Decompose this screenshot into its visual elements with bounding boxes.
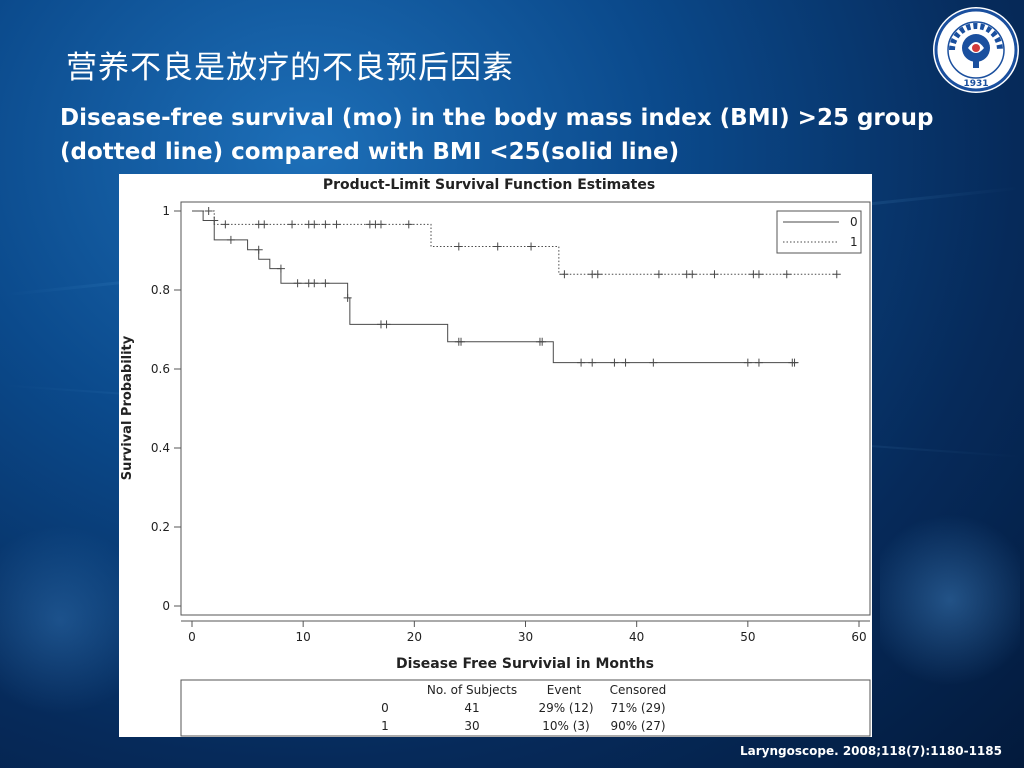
- series-1-censor-mark: [321, 220, 330, 229]
- citation: Laryngoscope. 2008;118(7):1180-1185: [740, 744, 1002, 758]
- table-row-0-event: 29% (12): [538, 701, 593, 715]
- y-tick-label: 0.8: [151, 283, 170, 297]
- series-1-censor-mark: [204, 207, 213, 215]
- x-tick-label: 0: [188, 630, 196, 644]
- series-1-censor-mark: [332, 220, 341, 229]
- series-1-censor-mark: [654, 270, 663, 279]
- y-tick-label: 0.4: [151, 441, 170, 455]
- series-0-censor-mark: [754, 358, 763, 367]
- legend-label-series-0: 0: [850, 215, 858, 229]
- table-row-1-event: 10% (3): [542, 719, 589, 733]
- x-tick-label: 30: [518, 630, 533, 644]
- table-row-1-censored: 90% (27): [610, 719, 665, 733]
- table-row-0-censored: 71% (29): [610, 701, 665, 715]
- table-row-1-group: 1: [381, 719, 389, 733]
- chart-panel: Product-Limit Survival Function Estimate…: [119, 174, 872, 737]
- series-0-censor-mark: [621, 358, 630, 367]
- series-0-censor-mark: [790, 358, 799, 367]
- legend: 0 1: [776, 210, 862, 254]
- x-tick-label: 10: [296, 630, 311, 644]
- series-0-censor-mark: [254, 245, 263, 254]
- series-0-step-line: [192, 210, 798, 364]
- table-row-0-subjects: 41: [464, 701, 479, 715]
- series-0-censor-mark: [649, 358, 658, 367]
- series-0-censor-mark: [321, 279, 330, 288]
- chart-title: Product-Limit Survival Function Estimate…: [323, 177, 655, 193]
- series-layer: [192, 207, 841, 367]
- slide-title: 营养不良是放疗的不良预后因素: [66, 50, 514, 86]
- background-glow: [880, 500, 1020, 700]
- series-1-censor-mark: [260, 220, 269, 229]
- table-header-event: Event: [547, 683, 582, 697]
- y-axis: 0 0.2 0.4 0.6 0.8 1: [151, 204, 181, 613]
- series-1-censor-mark: [782, 270, 791, 279]
- subtitle-line-2: (dotted line) compared with BMI <25(soli…: [60, 139, 680, 165]
- series-1-censor-mark: [288, 220, 297, 229]
- university-seal-logo: 1931: [933, 7, 1019, 93]
- slide-subtitle: Disease-free survival (mo) in the body m…: [60, 101, 1020, 169]
- y-tick-label: 0.6: [151, 362, 170, 376]
- series-0-censor-mark: [588, 358, 597, 367]
- series-1-censor-mark: [688, 270, 697, 279]
- series-1-censor-mark: [754, 270, 763, 279]
- series-0-censor-mark: [276, 264, 285, 273]
- series-1-censor-mark: [493, 242, 502, 251]
- series-0-censor-mark: [538, 337, 547, 346]
- series-1-censor-mark: [454, 242, 463, 251]
- logo-year: 1931: [963, 79, 988, 89]
- series-1-censor-mark: [593, 270, 602, 279]
- table-row-0-group: 0: [381, 701, 389, 715]
- subtitle-line-1: Disease-free survival (mo) in the body m…: [60, 105, 934, 131]
- x-tick-label: 40: [629, 630, 644, 644]
- table-header-subjects: No. of Subjects: [427, 683, 517, 697]
- series-0-censor-mark: [382, 320, 391, 329]
- series-0-censor-mark: [343, 293, 352, 302]
- series-1-censor-mark: [221, 220, 230, 229]
- series-1-censor-mark: [710, 270, 719, 279]
- series-1-censor-mark: [832, 270, 841, 279]
- series-0-censor-mark: [457, 337, 466, 346]
- x-tick-label: 20: [407, 630, 422, 644]
- y-tick-label: 0.2: [151, 520, 170, 534]
- table-header-censored: Censored: [610, 683, 667, 697]
- series-0-censor-mark: [743, 358, 752, 367]
- legend-label-series-1: 1: [850, 235, 858, 249]
- y-axis-label: Survival Probability: [120, 335, 135, 480]
- series-0-censor-mark: [310, 279, 319, 288]
- summary-table: No. of Subjects Event Censored 0 41 29% …: [180, 679, 871, 737]
- series-1-censor-mark: [560, 270, 569, 279]
- y-tick-label: 0: [162, 599, 170, 613]
- series-0-censor-mark: [577, 358, 586, 367]
- x-tick-label: 60: [851, 630, 866, 644]
- x-axis-label: Disease Free Survivial in Months: [396, 656, 654, 672]
- table-row-1-subjects: 30: [464, 719, 479, 733]
- series-0-censor-mark: [293, 279, 302, 288]
- series-1-censor-mark: [376, 220, 385, 229]
- series-1-censor-mark: [310, 220, 319, 229]
- series-0-censor-mark: [610, 358, 619, 367]
- series-1-censor-mark: [527, 242, 536, 251]
- background-glow: [0, 500, 120, 740]
- survival-chart: Product-Limit Survival Function Estimate…: [120, 177, 871, 737]
- plot-frame: [180, 201, 871, 616]
- series-1-step-line: [192, 210, 837, 275]
- x-tick-label: 50: [740, 630, 755, 644]
- x-axis: 0 10 20 30 40 50 60: [181, 620, 870, 644]
- series-0-censor-mark: [226, 235, 235, 244]
- series-1-censor-mark: [404, 220, 413, 229]
- y-tick-label: 1: [162, 204, 170, 218]
